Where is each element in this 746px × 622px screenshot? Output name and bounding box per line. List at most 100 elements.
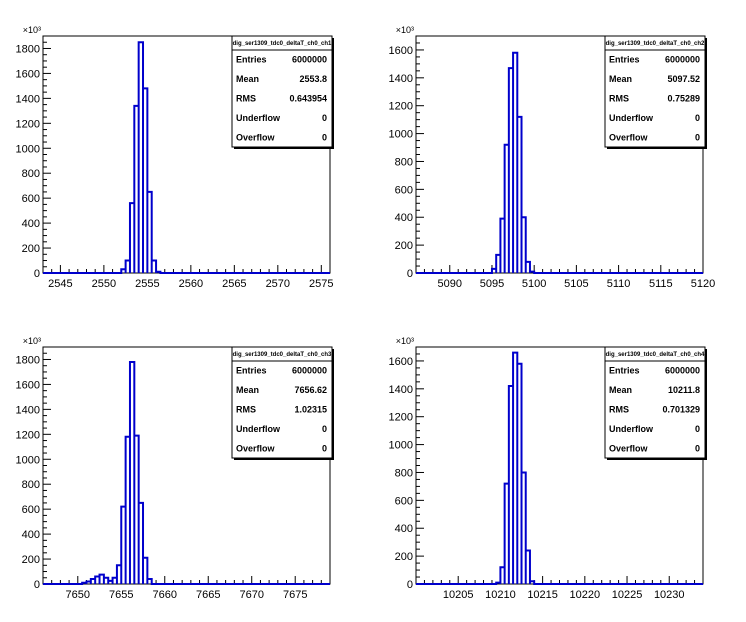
stats-label: Overflow xyxy=(609,443,649,453)
stats-box xyxy=(604,346,706,459)
y-tick-label: 400 xyxy=(22,218,40,230)
y-tick-label: 1800 xyxy=(16,354,40,366)
y-tick-label: 800 xyxy=(395,156,413,168)
stats-label: Mean xyxy=(236,385,259,395)
y-tick-label: 200 xyxy=(395,551,413,563)
y-tick-label: 800 xyxy=(395,467,413,479)
x-tick-label: 5110 xyxy=(607,278,631,290)
stats-label: Overflow xyxy=(609,132,649,142)
y-tick-label: 1400 xyxy=(16,93,40,105)
x-tick-label: 2550 xyxy=(92,278,116,290)
y-tick-label: 200 xyxy=(22,243,40,255)
y-tick-label: 1200 xyxy=(389,101,413,113)
y-tick-label: 1200 xyxy=(16,429,40,441)
stats-value: 0 xyxy=(695,132,700,142)
y-tick-label: 0 xyxy=(407,268,413,280)
histogram-outline xyxy=(43,360,330,585)
stats-label: RMS xyxy=(609,405,629,415)
y-tick-label: 0 xyxy=(34,268,40,280)
stats-label: Mean xyxy=(236,74,259,84)
y-tick-label: 1000 xyxy=(16,143,40,155)
stats-title: dig_ser1309_tdc0_deltaT_ch0_ch4 xyxy=(606,352,705,358)
y-tick-label: 1600 xyxy=(389,45,413,57)
stats-value: 0.75289 xyxy=(667,94,700,104)
stats-value: 10211.8 xyxy=(668,385,700,395)
y-tick-label: 200 xyxy=(395,240,413,252)
stats-label: Entries xyxy=(236,366,267,376)
stats-value: 0 xyxy=(695,113,700,123)
y-tick-label: 1600 xyxy=(389,356,413,368)
x-tick-label: 2565 xyxy=(222,278,246,290)
stats-value: 0 xyxy=(695,443,700,453)
stats-label: Mean xyxy=(609,385,632,395)
x-tick-label: 7650 xyxy=(66,589,90,601)
y-tick-label: 600 xyxy=(22,504,40,516)
stats-title: dig_ser1309_tdc0_deltaT_ch0_ch3 xyxy=(233,352,332,358)
x-tick-label: 7670 xyxy=(239,589,263,601)
y-tick-label: 200 xyxy=(22,554,40,566)
stats-value: 0 xyxy=(695,424,700,434)
stats-label: Entries xyxy=(609,366,640,376)
stats-box xyxy=(231,35,333,148)
y-tick-label: 1600 xyxy=(16,68,40,80)
y-tick-label: 1400 xyxy=(389,73,413,85)
stats-value: 5097.52 xyxy=(667,74,700,84)
histogram-panel-ch1: 0 200 400 600 800 1000 1200 1400 1600 1800 ×10³ 254… xyxy=(16,25,334,290)
histogram-outline xyxy=(416,51,703,274)
x-tick-label: 10230 xyxy=(654,589,685,601)
y-tick-label: 1200 xyxy=(16,118,40,130)
y-tick-label: 1600 xyxy=(16,379,40,391)
histogram-outline xyxy=(43,41,330,274)
y-tick-label: 400 xyxy=(395,523,413,535)
stats-label: Underflow xyxy=(609,424,654,434)
stats-title: dig_ser1309_tdc0_deltaT_ch0_ch2 xyxy=(606,41,705,47)
x-tick-label: 5100 xyxy=(522,278,546,290)
stats-value: 2553.8 xyxy=(299,74,327,84)
x-tick-label: 2570 xyxy=(266,278,290,290)
x-tick-label: 5090 xyxy=(438,278,462,290)
y-tick-label: 800 xyxy=(22,168,40,180)
stats-label: Entries xyxy=(236,55,267,65)
stats-label: RMS xyxy=(236,405,256,415)
x-tick-label: 10205 xyxy=(443,589,474,601)
stats-value: 7656.62 xyxy=(294,385,327,395)
stats-value: 6000000 xyxy=(665,366,700,376)
x-tick-label: 7675 xyxy=(283,589,307,601)
x-tick-label: 10225 xyxy=(612,589,643,601)
stats-value: 1.02315 xyxy=(294,405,327,415)
stats-label: RMS xyxy=(236,94,256,104)
stats-label: Overflow xyxy=(236,132,276,142)
y-tick-label: 1200 xyxy=(389,412,413,424)
x-tick-label: 2545 xyxy=(48,278,72,290)
stats-label: RMS xyxy=(609,94,629,104)
stats-value: 0 xyxy=(322,443,327,453)
x-tick-label: 5115 xyxy=(649,278,673,290)
stats-label: Underflow xyxy=(236,113,281,123)
histogram-panel-ch4: 0 200 400 600 800 1000 1200 1400 1600 ×10³ 10205 10… xyxy=(389,336,707,601)
stats-value: 0 xyxy=(322,132,327,142)
y-tick-label: 1800 xyxy=(16,43,40,55)
stats-title: dig_ser1309_tdc0_deltaT_ch0_ch1 xyxy=(233,41,332,47)
stats-value: 6000000 xyxy=(292,55,327,65)
y-tick-label: 1400 xyxy=(389,384,413,396)
y-tick-label: 0 xyxy=(407,579,413,591)
x-tick-label: 10220 xyxy=(570,589,601,601)
histogram-panel-ch2: 0 200 400 600 800 1000 1200 1400 1600 ×10³ 5090 509… xyxy=(389,25,716,290)
y-tick-label: 600 xyxy=(22,193,40,205)
y-tick-label: 600 xyxy=(395,495,413,507)
y-exponent-label: ×10³ xyxy=(396,25,414,35)
x-tick-label: 10215 xyxy=(527,589,558,601)
stats-label: Entries xyxy=(609,55,640,65)
y-tick-label: 1400 xyxy=(16,404,40,416)
x-tick-label: 10210 xyxy=(485,589,516,601)
histogram-outline xyxy=(416,351,703,585)
x-tick-label: 7665 xyxy=(196,589,220,601)
stats-label: Overflow xyxy=(236,443,276,453)
stats-box xyxy=(231,346,333,459)
stats-label: Underflow xyxy=(236,424,281,434)
y-tick-label: 400 xyxy=(22,529,40,541)
y-exponent-label: ×10³ xyxy=(396,336,414,346)
x-tick-label: 5095 xyxy=(480,278,504,290)
stats-value: 6000000 xyxy=(292,366,327,376)
y-tick-label: 1000 xyxy=(16,454,40,466)
